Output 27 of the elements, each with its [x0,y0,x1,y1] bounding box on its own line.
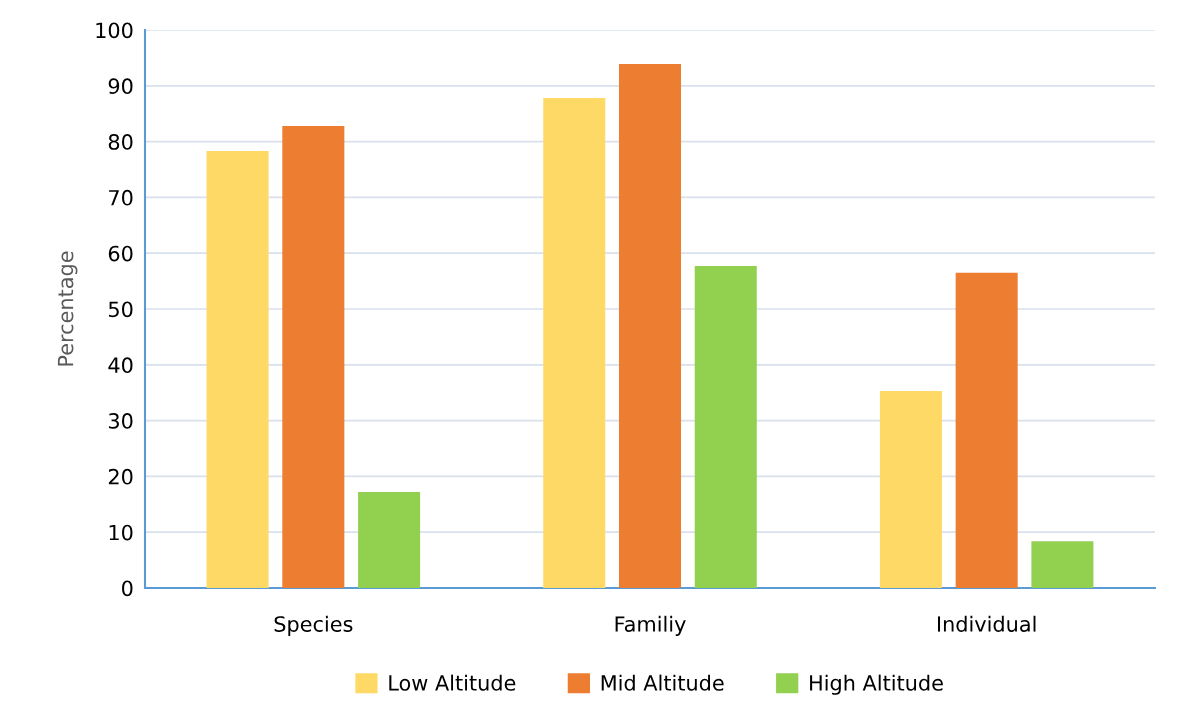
y-tick-label: 40 [108,357,133,374]
bar [358,492,421,588]
y-tick-label: 90 [108,78,133,95]
y-tick-label: 50 [108,301,133,318]
bar [879,391,942,588]
y-tick-label: 10 [109,524,133,541]
y-tick-label: 30 [108,413,133,429]
x-tick-label: Individual [937,615,1036,632]
bar [618,64,682,588]
bar [543,98,606,588]
y-tick-label: 70 [109,189,133,206]
bar [694,266,757,588]
legend-label: Mid Altitude [601,674,724,691]
y-tick-label: 60 [108,245,133,262]
y-tick-label: 80 [108,134,133,150]
y-tick-label: 100 [96,22,133,39]
x-tick-label: Familiy [615,615,686,636]
bar [206,151,269,588]
bar [955,272,1018,588]
y-tick-label: 20 [108,468,133,485]
legend-label: High Altitude [810,674,943,695]
bar [282,125,345,588]
y-axis-title: Percentage [57,251,78,366]
legend-label: Low Altitude [389,674,516,691]
y-tick-label: 0 [122,580,133,597]
bar [1031,541,1094,588]
x-tick-label: Species [274,615,353,636]
